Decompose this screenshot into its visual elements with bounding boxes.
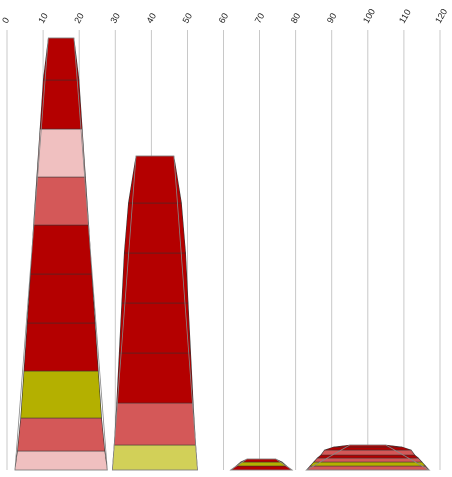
x-tick-label: 90 xyxy=(325,11,339,25)
x-tick-label: 50 xyxy=(180,11,194,25)
stack-1-segment-8 xyxy=(36,128,86,178)
x-tick-label: 60 xyxy=(217,11,231,25)
stack-4-segment-3 xyxy=(313,457,423,463)
stack-3-outline xyxy=(229,458,294,471)
x-tick-label: 80 xyxy=(289,11,303,25)
x-tick-labels: 0 10 20 30 40 50 60 70 80 90 100 110 120 xyxy=(0,7,449,25)
x-tick-label: 10 xyxy=(36,11,50,25)
stack-4-segment-5 xyxy=(320,449,416,456)
stack-1-segment-6 xyxy=(30,224,93,275)
stacks xyxy=(14,37,431,471)
stack-3 xyxy=(229,458,294,471)
stack-4-segment-1 xyxy=(305,465,430,471)
stack-1-outline xyxy=(14,37,108,471)
stack-3-segment-1 xyxy=(229,465,293,471)
stack-1-segment-3 xyxy=(20,370,102,419)
stack-1-segment-10 xyxy=(42,37,80,81)
x-tick-label: 20 xyxy=(72,11,86,25)
stack-1-segment-5 xyxy=(26,273,96,324)
stack-2-outline xyxy=(111,155,198,471)
stack-1-segment-7 xyxy=(33,176,90,226)
x-tick-label: 0 xyxy=(0,16,11,25)
stack-3-segment-2 xyxy=(235,461,288,467)
stack-1-segment-4 xyxy=(23,322,99,372)
stack-1-segment-1 xyxy=(14,450,108,471)
stack-4-outline xyxy=(304,444,431,471)
stack-1-segment-2 xyxy=(17,417,106,452)
stack-2-segment-7 xyxy=(128,155,182,204)
stack-4-segment-6 xyxy=(324,446,412,451)
x-tick-label: 110 xyxy=(397,8,413,25)
stack-2-segment-2 xyxy=(113,402,197,446)
x-tick-label: 40 xyxy=(144,11,158,25)
stack-1 xyxy=(14,37,108,471)
stack-2 xyxy=(111,155,198,471)
x-tick-label: 30 xyxy=(108,11,122,25)
stack-2-segment-4 xyxy=(118,302,191,354)
x-tick-label: 120 xyxy=(433,7,449,25)
stack-4 xyxy=(304,444,431,471)
stack-2-segment-5 xyxy=(121,252,189,304)
stack-1-segment-9 xyxy=(39,79,83,130)
stack-2-segment-1 xyxy=(112,444,198,471)
stack-4-segment-2 xyxy=(309,461,427,467)
stack-2-segment-3 xyxy=(116,352,194,404)
x-tick-label: 70 xyxy=(253,11,267,25)
x-tick-label: 100 xyxy=(361,7,377,25)
stack-2-segment-6 xyxy=(123,202,186,254)
